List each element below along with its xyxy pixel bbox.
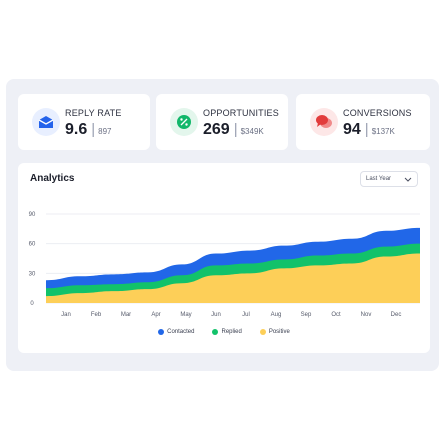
stat-sub-value: $349K bbox=[240, 127, 264, 136]
stat-value: 9.6 | 897 bbox=[65, 121, 112, 139]
x-tick-label: Oct bbox=[331, 312, 341, 318]
percent-icon bbox=[170, 108, 198, 136]
area-series-positive bbox=[46, 253, 420, 303]
x-tick-label: Dec bbox=[391, 312, 402, 318]
x-tick-label: May bbox=[180, 312, 191, 318]
stat-label: CONVERSIONS bbox=[343, 108, 412, 118]
legend-item-replied[interactable]: Replied bbox=[212, 329, 242, 335]
y-tick-label: 30 bbox=[29, 271, 36, 277]
analytics-title: Analytics bbox=[30, 173, 75, 184]
stat-label: REPLY RATE bbox=[65, 108, 122, 118]
stat-sub-value: 897 bbox=[98, 127, 112, 136]
legend-label: Replied bbox=[221, 329, 242, 335]
stat-separator: | bbox=[91, 121, 96, 138]
legend-item-positive[interactable]: Positive bbox=[259, 329, 290, 335]
x-tick-label: Mar bbox=[121, 312, 131, 318]
chevron-down-icon bbox=[404, 177, 412, 182]
chart-legend: Contacted Replied Positive bbox=[18, 329, 430, 335]
envelope-icon bbox=[32, 108, 60, 136]
x-tick-label: Jul bbox=[242, 312, 250, 318]
stat-separator: | bbox=[233, 121, 238, 138]
legend-swatch bbox=[212, 329, 219, 335]
x-tick-label: Sep bbox=[301, 312, 312, 318]
opportunities-card[interactable]: OPPORTUNITIES 269 | $349K bbox=[156, 94, 288, 150]
x-tick-label: Aug bbox=[271, 312, 282, 318]
analytics-chart: 0 30 60 90 Jan Feb Mar Apr May Jun Jul Aug Sep Oct Nov… bbox=[29, 212, 420, 318]
stat-value-number: 269 bbox=[203, 121, 230, 138]
legend-swatch bbox=[259, 329, 266, 335]
date-range-select[interactable]: Last Year bbox=[360, 171, 418, 187]
stat-label: OPPORTUNITIES bbox=[203, 108, 279, 118]
x-tick-label: Jun bbox=[211, 312, 221, 318]
stat-value-number: 94 bbox=[343, 121, 361, 138]
chat-bubbles-icon bbox=[310, 108, 338, 136]
y-tick-label: 90 bbox=[29, 212, 36, 218]
legend-swatch bbox=[158, 329, 165, 335]
x-tick-label: Jan bbox=[61, 312, 71, 318]
date-range-label: Last Year bbox=[366, 176, 392, 182]
analytics-card: Analytics Last Year 0 30 60 90 Jan Feb Mar Apr M… bbox=[18, 163, 430, 353]
x-tick-label: Nov bbox=[361, 312, 372, 318]
x-tick-label: Feb bbox=[91, 312, 102, 318]
reply-rate-card[interactable]: REPLY RATE 9.6 | 897 bbox=[18, 94, 150, 150]
stat-value-number: 9.6 bbox=[65, 121, 88, 138]
conversions-card[interactable]: CONVERSIONS 94 | $137K bbox=[296, 94, 430, 150]
stat-sub-value: $137K bbox=[371, 127, 395, 136]
x-tick-label: Apr bbox=[151, 312, 160, 318]
legend-label: Contacted bbox=[167, 329, 195, 335]
y-tick-label: 60 bbox=[29, 242, 36, 248]
stat-value: 94 | $137K bbox=[343, 121, 395, 139]
y-tick-label: 0 bbox=[30, 301, 34, 307]
legend-label: Positive bbox=[268, 329, 290, 335]
legend-item-contacted[interactable]: Contacted bbox=[158, 329, 194, 335]
stat-value: 269 | $349K bbox=[203, 121, 264, 139]
stat-separator: | bbox=[364, 121, 369, 138]
